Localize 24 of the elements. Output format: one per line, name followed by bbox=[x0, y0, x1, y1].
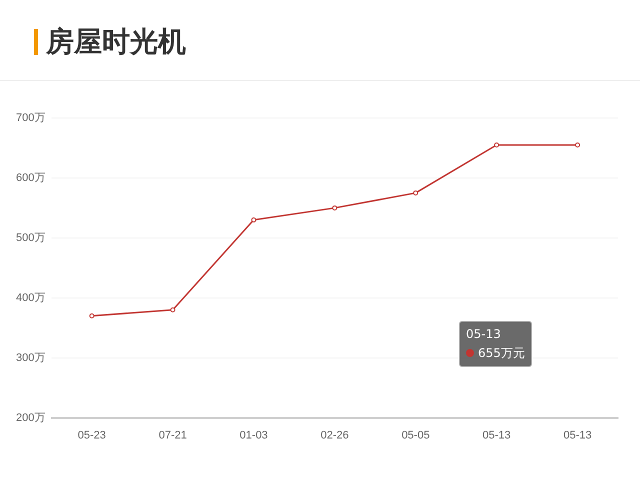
x-tick-label: 05-23 bbox=[78, 429, 106, 442]
point bbox=[89, 313, 94, 318]
y-tick-label: 500万 bbox=[16, 232, 46, 244]
point bbox=[575, 142, 580, 148]
annotation: 05-13 bbox=[466, 327, 501, 341]
chart-title: 房屋时光机 bbox=[46, 24, 186, 60]
y-tick-label: 700万 bbox=[16, 112, 46, 124]
point bbox=[494, 142, 500, 148]
x-tick-label: 07-21 bbox=[158, 429, 187, 442]
point bbox=[170, 307, 176, 312]
x-tick-label: 05-13 bbox=[482, 429, 511, 442]
tooltip-box: 05-13 655万元 bbox=[459, 321, 532, 367]
x-tick-label: 05-13 bbox=[563, 429, 592, 442]
x-tick-label: 01-03 bbox=[240, 429, 268, 442]
y-tick-label: 300万 bbox=[16, 352, 46, 364]
annotation: 655万元 bbox=[478, 346, 525, 360]
y-tick-label: 200万 bbox=[16, 412, 46, 424]
x-tick-label: 02-26 bbox=[320, 429, 349, 442]
point bbox=[413, 190, 418, 196]
y-tick-label: 400万 bbox=[16, 292, 46, 304]
point bbox=[251, 217, 256, 222]
point bbox=[332, 205, 338, 210]
x-tick-label: 05-05 bbox=[402, 429, 430, 442]
y-tick-label: 600万 bbox=[16, 172, 46, 184]
